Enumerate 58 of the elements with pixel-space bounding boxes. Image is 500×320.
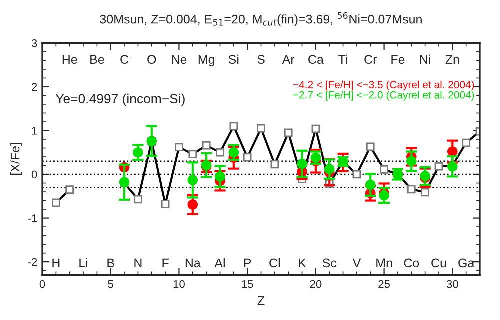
- x-tick-label: 5: [108, 280, 114, 288]
- point: [324, 164, 335, 174]
- point: [297, 158, 308, 170]
- point: [448, 146, 458, 157]
- y-tick-label: 0: [32, 170, 38, 179]
- point: [133, 147, 144, 158]
- annotation: Be: [90, 55, 104, 64]
- annotation: Fe: [392, 55, 405, 64]
- annotation: S: [258, 55, 265, 64]
- x-tick-label: 0: [40, 280, 46, 288]
- annotation: Ti: [338, 54, 348, 64]
- x-tick-label: 30: [446, 280, 458, 288]
- annotation: N: [134, 258, 142, 268]
- y-tick-label: 3: [32, 39, 38, 48]
- annotation: Zn: [446, 55, 460, 64]
- annotation: B: [108, 258, 114, 268]
- x-tick-label: 10: [174, 280, 185, 288]
- annotation: He: [62, 55, 78, 64]
- point: [188, 175, 198, 186]
- x-tick-label: 20: [310, 280, 322, 288]
- annotation: Si: [228, 54, 239, 64]
- annotation: O: [148, 55, 156, 64]
- annotation: Mn: [376, 258, 392, 268]
- annotation: Ye=0.4997 (incom−Si): [56, 94, 185, 106]
- annotation: Ca: [308, 55, 324, 64]
- x-tick-label: 15: [242, 280, 254, 288]
- y-axis-title: [X/Fe]: [10, 143, 22, 175]
- x-tick-label: 25: [378, 280, 390, 288]
- annotation: Cr: [364, 55, 378, 64]
- annotation: Sc: [322, 258, 337, 268]
- text: −4.2 < [Fe/H] <−3.5 (Cayrel et al. 2004): [294, 80, 474, 91]
- annotation: K: [299, 258, 306, 268]
- point: [228, 147, 240, 158]
- y-tick-label: -2: [28, 258, 38, 266]
- y-tick-label: 2: [32, 83, 38, 91]
- annotation: Co: [404, 258, 420, 268]
- y-tick-label: -1: [28, 214, 38, 222]
- x-axis-title: Z: [258, 296, 265, 306]
- annotation: V: [352, 258, 362, 268]
- annotation: P: [244, 258, 252, 268]
- chart-title: 30Msun, Z=0.004, E$_{51}$=20, M$_{cut}$(fin)=3.69, $^{56}$Ni=0.07Msun: [100, 12, 422, 26]
- y-tick-label: 1: [32, 127, 38, 135]
- annotation: Cl: [270, 258, 280, 268]
- annotation: Ar: [282, 55, 295, 64]
- annotation: Na: [186, 258, 201, 268]
- annotation: Mg: [198, 55, 214, 67]
- point: [188, 200, 198, 210]
- annotation: H: [52, 258, 60, 268]
- annotation: F: [162, 258, 169, 268]
- annotation: Li: [80, 258, 88, 268]
- annotation: Ga: [458, 258, 475, 268]
- text: −2.7 < [Fe/H] <−2.0 (Cayrel et al. 2004): [294, 91, 474, 101]
- annotation: C: [120, 55, 129, 64]
- point: [379, 190, 390, 201]
- annotation: Ni: [420, 54, 430, 64]
- annotation: Al: [214, 258, 225, 268]
- annotation: Ne: [172, 55, 187, 64]
- annotation: Cu: [432, 258, 446, 268]
